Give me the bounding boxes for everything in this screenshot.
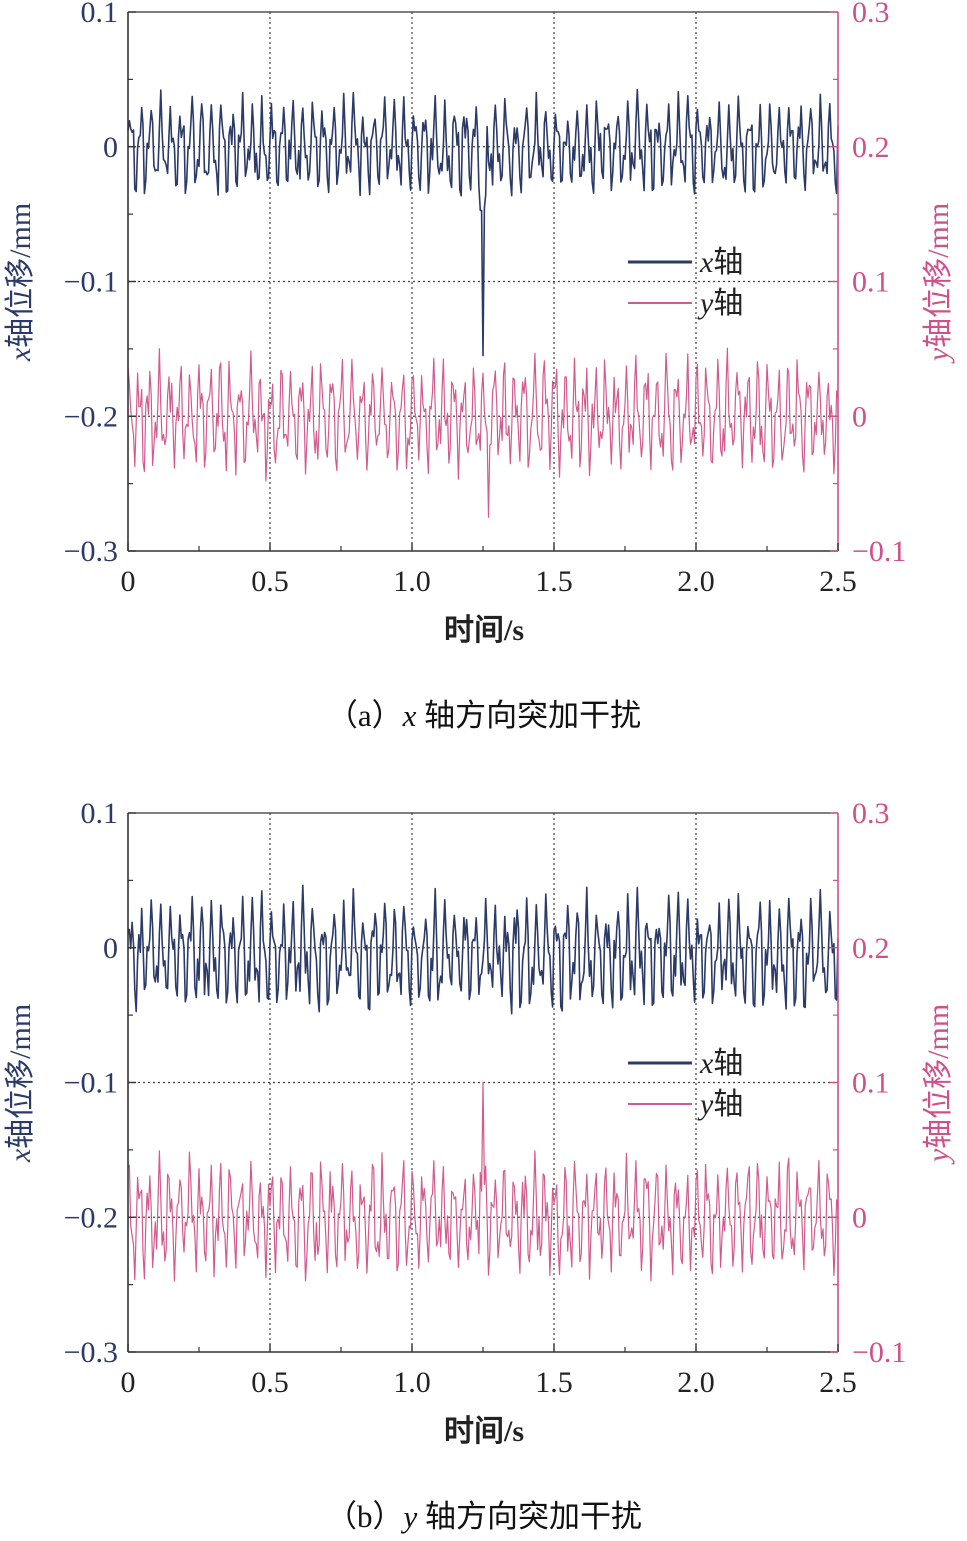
plot-area: 0 0.5 1.0 1.5 2.0 2.5 0.1 0 −0.1 −0.2 −0.3 0.3 0.2 0.… <box>64 0 907 598</box>
y-left-tick-label: −0.2 <box>64 1201 118 1234</box>
y-right-tick-label: 0 <box>852 1201 867 1234</box>
y-left-tick-label: 0.1 <box>81 0 119 29</box>
plot-area: 0 0.5 1.0 1.5 2.0 2.5 0.1 0 −0.1 −0.2 −0.3 0.3 0.2 0.… <box>64 797 907 1399</box>
panel-a: 0 0.5 1.0 1.5 2.0 2.5 0.1 0 −0.1 −0.2 −0.3 0.3 0.2 0.… <box>4 0 955 733</box>
series-line-x <box>127 884 839 1015</box>
legend-label-y: y轴 <box>697 287 743 320</box>
x-tick-label: 1.0 <box>393 565 431 598</box>
series-line-y <box>127 347 839 518</box>
legend-label-x: x轴 <box>699 1047 743 1080</box>
y-left-tick-label: 0 <box>103 131 118 164</box>
x-tick-label: 2.5 <box>819 565 857 598</box>
y-right-tick-label: −0.1 <box>852 535 906 568</box>
y-right-axis-title-a: y轴位移/mm <box>922 203 955 364</box>
y-left-axis-title-b: x轴位移/mm <box>4 1004 37 1163</box>
legend-label-y: y轴 <box>697 1088 743 1121</box>
y-right-tick-label: −0.1 <box>852 1336 906 1369</box>
x-axis-title-a: 时间/s <box>444 614 524 647</box>
legend-label-x: x轴 <box>699 246 743 279</box>
y-right-tick-label: 0.3 <box>852 797 890 830</box>
y-left-axis-title-a: x轴位移/mm <box>4 203 37 362</box>
series-line-y <box>127 1081 839 1282</box>
x-axis-title-b: 时间/s <box>444 1415 524 1448</box>
y-right-tick-label: 0 <box>852 400 867 433</box>
x-tick-label: 0 <box>121 565 136 598</box>
y-left-tick-label: −0.3 <box>64 1336 118 1369</box>
series-line-x <box>127 88 839 357</box>
x-tick-label: 0 <box>121 1366 136 1399</box>
caption-a: （a）x 轴方向突加干扰 <box>327 698 641 733</box>
panel-b: 0 0.5 1.0 1.5 2.0 2.5 0.1 0 −0.1 −0.2 −0.3 0.3 0.2 0.… <box>4 797 955 1534</box>
x-tick-label: 1.5 <box>535 1366 573 1399</box>
y-left-tick-label: −0.3 <box>64 535 118 568</box>
legend-b: x轴 y轴 <box>628 1047 743 1121</box>
y-left-tick-label: 0.1 <box>81 797 119 830</box>
y-right-axis-title-b: y轴位移/mm <box>922 1004 955 1165</box>
x-tick-label: 0.5 <box>251 1366 289 1399</box>
x-tick-label: 2.5 <box>819 1366 857 1399</box>
y-right-tick-label: 0.1 <box>852 1067 890 1100</box>
legend-a: x轴 y轴 <box>628 246 743 320</box>
x-tick-label: 2.0 <box>677 1366 715 1399</box>
y-right-tick-label: 0.2 <box>852 131 890 164</box>
y-left-tick-label: −0.2 <box>64 400 118 433</box>
x-tick-label: 0.5 <box>251 565 289 598</box>
x-tick-label: 2.0 <box>677 565 715 598</box>
y-right-tick-label: 0.2 <box>852 932 890 965</box>
y-right-tick-label: 0.3 <box>852 0 890 29</box>
caption-b: （b）y 轴方向突加干扰 <box>326 1499 642 1534</box>
y-left-tick-label: −0.1 <box>64 1067 118 1100</box>
y-left-tick-label: 0 <box>103 932 118 965</box>
y-right-tick-label: 0.1 <box>852 266 890 299</box>
x-tick-label: 1.0 <box>393 1366 431 1399</box>
x-tick-label: 1.5 <box>535 565 573 598</box>
y-left-tick-label: −0.1 <box>64 266 118 299</box>
